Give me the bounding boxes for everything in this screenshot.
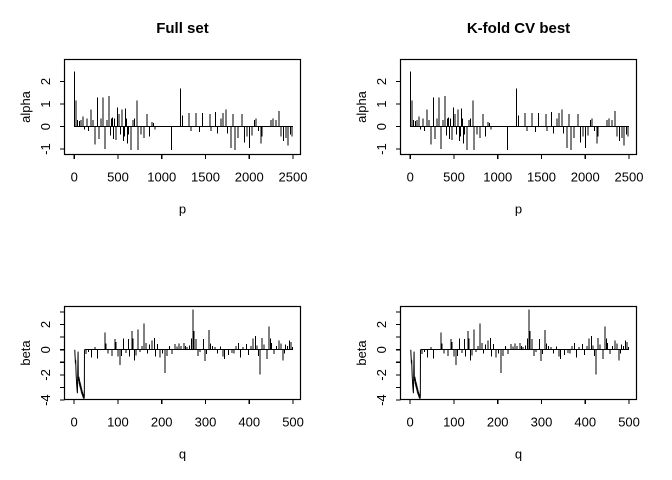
plot-box	[399, 58, 638, 156]
x-tick-label: 0	[71, 170, 78, 185]
x-tick-label: 500	[443, 170, 465, 185]
chart-alpha-kfold-cv: 0 500 1000 1500 2000 2500 -1 0 1 2 K-fold CV best p…	[354, 20, 644, 217]
y-axis-label: beta	[18, 340, 33, 366]
panel-beta-full-set: 0 100 200 300 400 500 -4 -2 0 2 q beta	[0, 240, 336, 480]
panel-title: K-fold CV best	[467, 20, 570, 37]
y-tick-label: -1	[374, 143, 389, 155]
x-tick-label: 100	[107, 415, 129, 430]
x-tick-label: 100	[443, 415, 465, 430]
x-tick-label: 0	[407, 170, 414, 185]
x-tick-label: 2000	[571, 170, 600, 185]
chart-beta-full-set: 0 100 200 300 400 500 -4 -2 0 2 q beta	[18, 305, 304, 462]
x-axis-label: q	[515, 447, 522, 462]
y-tick-label: 2	[374, 321, 389, 328]
x-tick-label: 200	[487, 415, 509, 430]
y-tick-label: 2	[38, 78, 53, 85]
x-axis-label: p	[179, 202, 186, 217]
panel-beta-kfold-cv: 0 100 200 300 400 500 -4 -2 0 2 q beta	[336, 240, 672, 480]
y-tick-label: 1	[38, 100, 53, 107]
x-tick-label: 2500	[279, 170, 308, 185]
y-tick-label: 2	[38, 321, 53, 328]
x-tick-label: 400	[574, 415, 596, 430]
x-tick-label: 300	[195, 415, 217, 430]
y-tick-label: 2	[374, 78, 389, 85]
x-tick-label: 0	[71, 415, 78, 430]
plot-box	[63, 58, 302, 156]
y-axis-label: alpha	[18, 90, 33, 123]
y-tick-label: -4	[38, 394, 53, 406]
x-tick-label: 0	[407, 415, 414, 430]
x-tick-label: 1500	[191, 170, 220, 185]
y-tick-label: 0	[38, 346, 53, 353]
x-tick-label: 300	[531, 415, 553, 430]
y-tick-label: 0	[38, 123, 53, 130]
plot-box	[399, 305, 638, 401]
y-axis-label: alpha	[354, 90, 369, 123]
x-tick-label: 500	[282, 415, 304, 430]
y-tick-label: -2	[38, 369, 53, 381]
x-tick-label: 2000	[235, 170, 264, 185]
x-tick-label: 400	[238, 415, 260, 430]
x-tick-label: 500	[618, 415, 640, 430]
x-tick-label: 2500	[615, 170, 644, 185]
y-tick-label: -2	[374, 369, 389, 381]
chart-beta-kfold-cv: 0 100 200 300 400 500 -4 -2 0 2 q beta	[354, 305, 640, 462]
panel-alpha-full-set: 0 500 1000 1500 2000 2500 -1 0 1 2 Full set p alpha	[0, 0, 336, 240]
y-tick-label: 0	[374, 123, 389, 130]
panel-title: Full set	[156, 20, 209, 37]
x-tick-label: 500	[107, 170, 129, 185]
y-axis-label: beta	[354, 340, 369, 366]
x-axis-label: q	[179, 447, 186, 462]
y-tick-label: -1	[38, 143, 53, 155]
x-tick-label: 1000	[483, 170, 512, 185]
x-tick-label: 1000	[147, 170, 176, 185]
lead-line	[74, 349, 85, 399]
lead-line	[410, 349, 421, 399]
x-tick-label: 200	[151, 415, 173, 430]
y-tick-label: -4	[374, 394, 389, 406]
plot-box	[63, 305, 302, 401]
y-tick-label: 0	[374, 346, 389, 353]
x-tick-label: 1500	[527, 170, 556, 185]
y-tick-label: 1	[374, 100, 389, 107]
chart-alpha-full-set: 0 500 1000 1500 2000 2500 -1 0 1 2 Full set p alpha	[18, 20, 308, 217]
panel-alpha-kfold-cv: 0 500 1000 1500 2000 2500 -1 0 1 2 K-fold CV best p…	[336, 0, 672, 240]
x-axis-label: p	[515, 202, 522, 217]
